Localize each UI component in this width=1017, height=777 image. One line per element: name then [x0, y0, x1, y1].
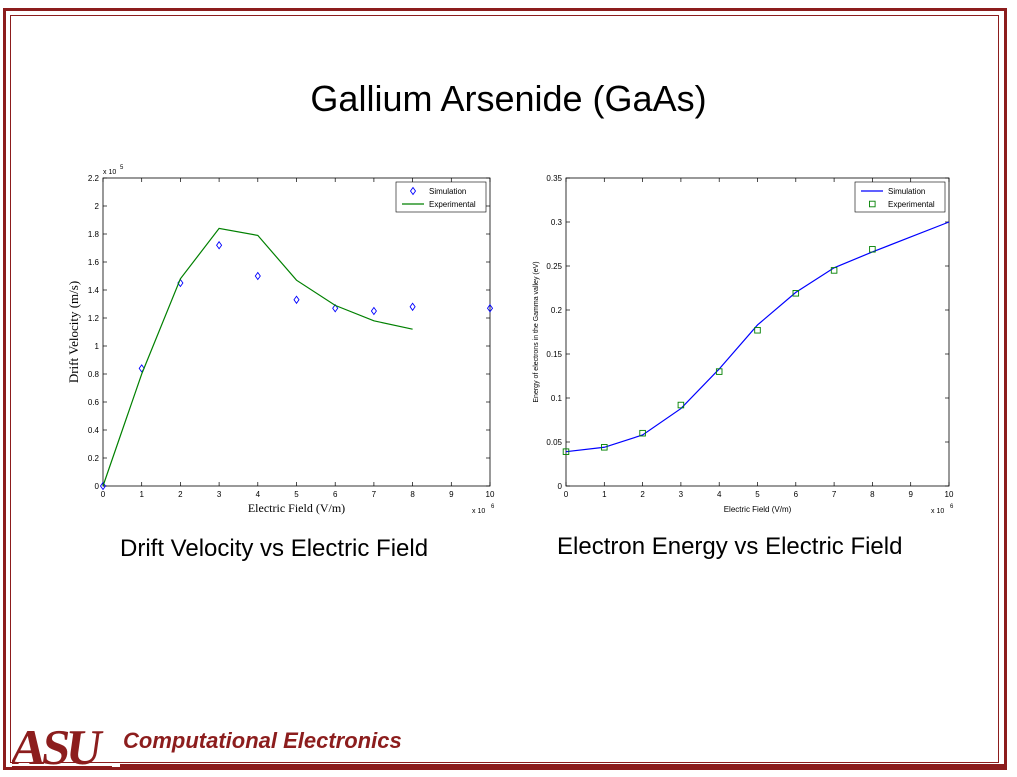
x-tick-label: 10 [945, 490, 954, 499]
caption-drift-velocity: Drift Velocity vs Electric Field [120, 535, 429, 562]
series-line-experimental [102, 227, 413, 487]
legend-label: Experimental [888, 200, 935, 209]
y-tick-label: 0.1 [551, 394, 563, 403]
data-point [715, 368, 723, 375]
x-tick-label: 10 [486, 490, 495, 499]
x-tick-label: 1 [139, 490, 144, 499]
plot-area [565, 177, 950, 487]
y-tick-label: 0.35 [546, 174, 562, 183]
x-tick-label: 7 [832, 490, 837, 499]
slide-frame-inner [10, 15, 999, 763]
y-tick-label: 1.6 [88, 258, 100, 267]
legend-label: Simulation [888, 187, 925, 196]
x-tick-label: 7 [372, 490, 377, 499]
asu-logo: ASU [12, 722, 112, 770]
legend-swatch [409, 186, 417, 196]
y-tick-label: 0.8 [88, 370, 100, 379]
x-multiplier: x 10 [472, 508, 485, 515]
x-tick-label: 4 [717, 490, 722, 499]
data-point [409, 302, 416, 312]
slide-frame-outer [3, 8, 1007, 770]
data-point [792, 290, 800, 297]
svg-text:ASU: ASU [12, 722, 106, 770]
x-tick-label: 2 [178, 490, 183, 499]
y-axis-label: Drift Velocity (m/s) [66, 281, 81, 383]
x-tick-label: 1 [602, 490, 607, 499]
y-tick-label: 1.8 [88, 230, 100, 239]
x-tick-label: 0 [101, 490, 106, 499]
data-point [216, 240, 223, 250]
data-point [99, 481, 107, 491]
data-point [754, 326, 761, 334]
y-tick-label: 2.2 [88, 174, 100, 183]
y-tick-label: 0.6 [88, 398, 100, 407]
y-tick-label: 1.2 [88, 314, 100, 323]
y-tick-label: 0.4 [88, 426, 100, 435]
footer-title: Computational Electronics [123, 728, 402, 753]
y-tick-label: 0.05 [546, 438, 562, 447]
x-tick-label: 6 [333, 490, 338, 499]
caption-electron-energy: Electron Energy vs Electric Field [557, 533, 903, 560]
x-axis-label: Electric Field (V/m) [724, 505, 792, 514]
plot-area [102, 177, 491, 487]
x-tick-label: 5 [294, 490, 299, 499]
y-tick-label: 0.2 [551, 306, 563, 315]
x-tick-label: 8 [870, 490, 875, 499]
data-point [486, 303, 494, 313]
y-tick-label: 0.15 [546, 350, 562, 359]
data-point [332, 303, 339, 313]
data-point [370, 306, 377, 316]
x-exponent: 6 [950, 504, 954, 510]
data-point [677, 401, 685, 409]
y-multiplier: x 10 [103, 169, 116, 176]
y-tick-label: 0.2 [88, 454, 100, 463]
y-tick-label: 0 [95, 482, 100, 491]
legend-swatch [869, 200, 876, 208]
legend-label: Experimental [429, 200, 476, 209]
y-tick-label: 1 [95, 342, 100, 351]
data-point [869, 246, 876, 253]
x-tick-label: 9 [908, 490, 913, 499]
y-tick-label: 0.25 [546, 262, 562, 271]
y-exponent: 5 [120, 165, 124, 171]
x-tick-label: 4 [256, 490, 261, 499]
x-tick-label: 8 [410, 490, 415, 499]
slide-title: Gallium Arsenide (GaAs) [310, 78, 707, 119]
x-axis-label: Electric Field (V/m) [248, 501, 345, 515]
x-exponent: 6 [491, 504, 495, 510]
x-tick-label: 6 [794, 490, 799, 499]
series-line-simulation [565, 221, 950, 453]
y-tick-label: 2 [95, 202, 100, 211]
legend-label: Simulation [429, 187, 466, 196]
y-tick-label: 0.3 [551, 218, 563, 227]
x-multiplier: x 10 [931, 508, 944, 515]
legend-box [395, 181, 487, 213]
data-point [138, 364, 145, 373]
y-tick-label: 0 [558, 482, 563, 491]
data-point [293, 295, 300, 305]
data-point [601, 444, 608, 451]
footer-rule [120, 764, 1005, 767]
y-axis-label: Energy of electrons in the Gamma valley … [533, 261, 540, 402]
data-point [254, 271, 261, 281]
x-tick-label: 0 [564, 490, 569, 499]
y-tick-label: 1.4 [88, 286, 100, 295]
x-tick-label: 9 [449, 490, 454, 499]
data-point [830, 267, 838, 274]
x-tick-label: 5 [755, 490, 760, 499]
data-point [639, 429, 646, 437]
x-tick-label: 3 [679, 490, 684, 499]
data-point [562, 448, 570, 455]
x-tick-label: 3 [217, 490, 222, 499]
legend-box [854, 181, 946, 213]
x-tick-label: 2 [640, 490, 645, 499]
